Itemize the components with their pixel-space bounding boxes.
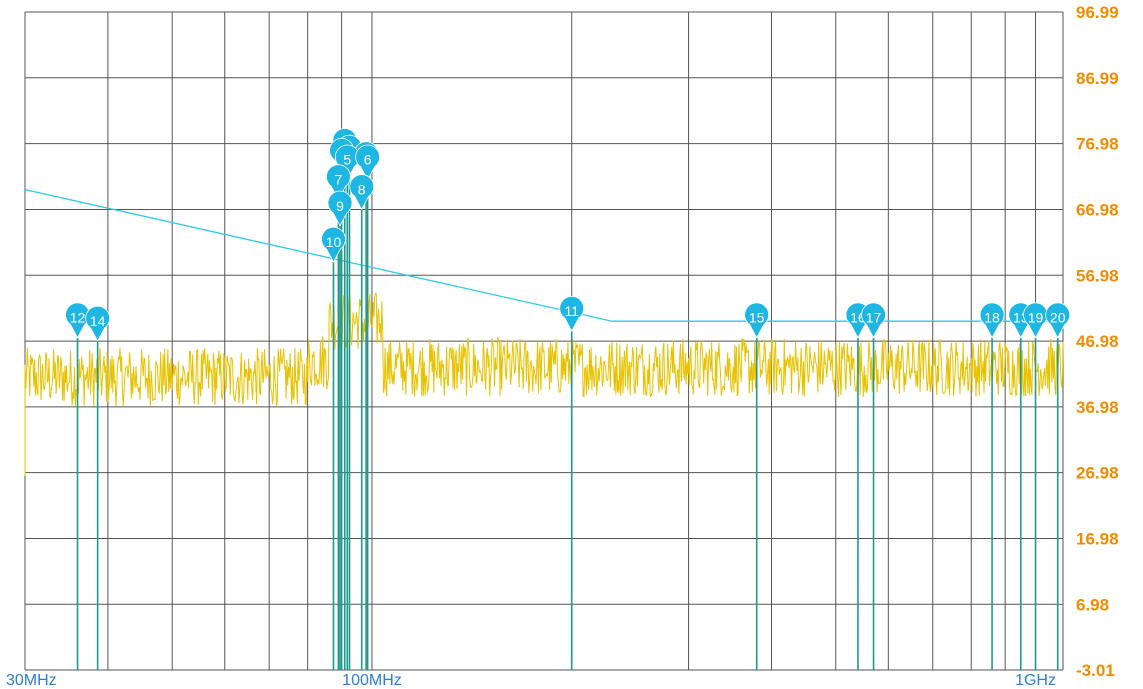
y-tick-label: -3.01 <box>1076 661 1115 680</box>
marker-label: 19 <box>1028 310 1044 326</box>
marker-label: 7 <box>334 171 342 187</box>
x-tick-label: 100MHz <box>342 672 402 689</box>
marker-pin-shape <box>861 302 886 339</box>
marker-label: 12 <box>70 310 86 326</box>
trace-line <box>24 293 1064 476</box>
marker-pin-shape <box>1045 302 1071 339</box>
y-tick-label: 96.99 <box>1076 3 1119 22</box>
marker-pin-shape <box>559 296 585 332</box>
y-tick-label: 46.98 <box>1076 332 1119 351</box>
marker-label: 18 <box>984 310 1000 326</box>
marker-9: 9 <box>327 190 353 227</box>
y-tick-label: 76.98 <box>1076 135 1119 154</box>
y-tick-label: 26.98 <box>1076 464 1119 483</box>
marker-label: 14 <box>90 313 106 329</box>
y-axis-tick-labels: 96.99 86.99 76.98 66.98 56.98 46.98 36.98 26.98… <box>1076 3 1119 680</box>
marker-label: 5 <box>343 152 351 168</box>
marker-pin-shape <box>979 302 1005 339</box>
marker-pin-shape <box>85 305 111 342</box>
marker-label: 10 <box>326 234 342 250</box>
marker-12: 12 <box>65 302 90 339</box>
marker-pin-shape <box>349 174 375 211</box>
marker-label: 9 <box>336 198 344 214</box>
limit-line <box>24 188 1063 322</box>
marker-label: 11 <box>564 303 579 319</box>
x-tick-label: 30MHz <box>6 672 57 689</box>
y-tick-label: 86.99 <box>1076 69 1119 88</box>
marker-pin-shape <box>355 144 381 181</box>
marker-label: 17 <box>866 310 882 326</box>
y-tick-label: 56.98 <box>1076 266 1119 285</box>
marker-pins: 1234567891011121314151617181920 <box>65 128 1071 342</box>
marker-pin-shape <box>744 302 770 339</box>
y-tick-label: 36.98 <box>1076 398 1119 417</box>
marker-7: 7 <box>325 164 351 201</box>
marker-label: 8 <box>358 181 366 197</box>
marker-15: 15 <box>744 302 770 339</box>
marker-pin-shape <box>327 190 353 227</box>
y-tick-label: 66.98 <box>1076 200 1119 219</box>
marker-pin-shape <box>325 164 351 201</box>
x-axis-tick-labels: 30MHz 100MHz 1GHz <box>6 672 1056 689</box>
y-tick-label: 6.98 <box>1076 595 1109 614</box>
marker-11: 11 <box>559 296 585 332</box>
limit-polyline <box>24 188 1063 322</box>
marker-14: 14 <box>85 305 111 342</box>
x-tick-label: 1GHz <box>1015 672 1056 689</box>
marker-6: 6 <box>355 144 381 181</box>
marker-20: 20 <box>1045 302 1071 339</box>
marker-stems <box>76 163 1059 670</box>
marker-label: 20 <box>1050 310 1066 326</box>
marker-8: 8 <box>349 174 375 211</box>
marker-10: 10 <box>321 226 346 263</box>
y-tick-label: 16.98 <box>1076 529 1119 548</box>
marker-label: 15 <box>749 310 765 326</box>
marker-pin-shape <box>321 226 346 263</box>
marker-18: 18 <box>979 302 1005 339</box>
emission-trace <box>24 293 1064 476</box>
marker-label: 6 <box>364 152 372 168</box>
marker-17: 17 <box>861 302 886 339</box>
